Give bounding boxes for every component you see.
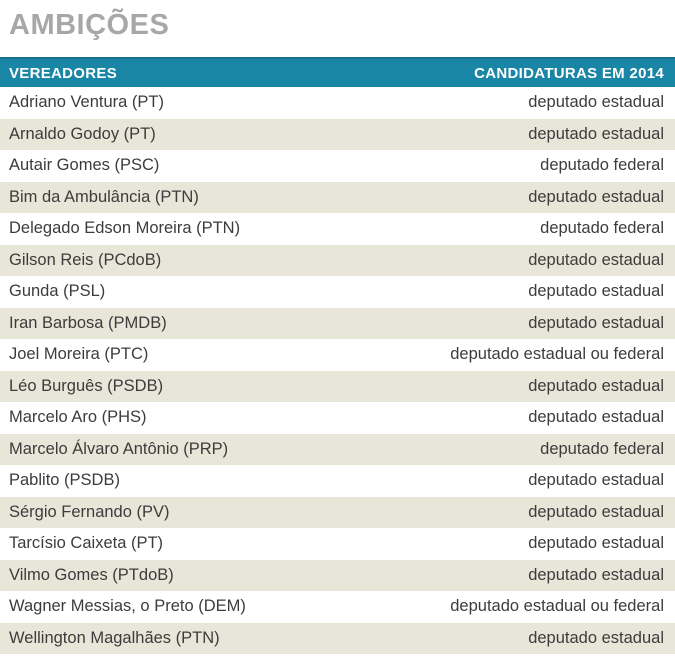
vereador-cell: Joel Moreira (PTC) (9, 345, 149, 364)
table-row: Delegado Edson Moreira (PTN) deputado fe… (0, 213, 675, 245)
table-row: Léo Burguês (PSDB) deputado estadual (0, 370, 675, 402)
vereador-cell: Wagner Messias, o Preto (DEM) (9, 597, 246, 616)
table-row: Pablito (PSDB) deputado estadual (0, 465, 675, 497)
table-row: Vilmo Gomes (PTdoB) deputado estadual (0, 559, 675, 591)
candidatura-cell: deputado estadual (528, 93, 664, 112)
vereador-cell: Wellington Magalhães (PTN) (9, 628, 220, 647)
candidatura-cell: deputado estadual (528, 502, 664, 521)
table-row: Gunda (PSL) deputado estadual (0, 276, 675, 308)
vereador-cell: Gunda (PSL) (9, 282, 106, 301)
table-row: Tarcísio Caixeta (PT) deputado estadual (0, 528, 675, 560)
table-row: Autair Gomes (PSC) deputado federal (0, 150, 675, 182)
candidatura-cell: deputado estadual (528, 471, 664, 490)
vereador-cell: Gilson Reis (PCdoB) (9, 250, 162, 269)
table-row: Sérgio Fernando (PV) deputado estadual (0, 496, 675, 528)
vereador-cell: Marcelo Álvaro Antônio (PRP) (9, 439, 229, 458)
table-row: Gilson Reis (PCdoB) deputado estadual (0, 244, 675, 276)
table-header-bar: VEREADORES CANDIDATURAS EM 2014 (0, 57, 675, 87)
candidatura-cell: deputado estadual (528, 124, 664, 143)
candidatura-cell: deputado estadual ou federal (450, 597, 664, 616)
vereador-cell: Marcelo Aro (PHS) (9, 408, 147, 427)
column-header-vereadores: VEREADORES (9, 64, 118, 82)
candidatura-cell: deputado estadual (528, 376, 664, 395)
table-row: Marcelo Álvaro Antônio (PRP) deputado fe… (0, 433, 675, 465)
table-row: Adriano Ventura (PT) deputado estadual (0, 87, 675, 119)
table-row: Wagner Messias, o Preto (DEM) deputado e… (0, 591, 675, 623)
vereador-cell: Bim da Ambulância (PTN) (9, 187, 199, 206)
vereador-cell: Vilmo Gomes (PTdoB) (9, 565, 174, 584)
vereador-cell: Léo Burguês (PSDB) (9, 376, 164, 395)
candidatura-cell: deputado estadual (528, 565, 664, 584)
vereador-cell: Delegado Edson Moreira (PTN) (9, 219, 241, 238)
vereador-cell: Iran Barbosa (PMDB) (9, 313, 167, 332)
table-row: Bim da Ambulância (PTN) deputado estadua… (0, 181, 675, 213)
candidatura-cell: deputado estadual (528, 628, 664, 647)
candidatura-cell: deputado estadual (528, 408, 664, 427)
table-body: Adriano Ventura (PT) deputado estadual A… (0, 87, 675, 654)
column-header-candidaturas: CANDIDATURAS EM 2014 (474, 64, 664, 82)
table-row: Iran Barbosa (PMDB) deputado estadual (0, 307, 675, 339)
table-row: Arnaldo Godoy (PT) deputado estadual (0, 118, 675, 150)
candidatura-cell: deputado estadual ou federal (450, 345, 664, 364)
candidatura-cell: deputado estadual (528, 187, 664, 206)
vereador-cell: Pablito (PSDB) (9, 471, 120, 490)
candidatura-cell: deputado federal (540, 439, 664, 458)
table-row: Wellington Magalhães (PTN) deputado esta… (0, 622, 675, 654)
candidatura-cell: deputado estadual (528, 250, 664, 269)
vereador-cell: Arnaldo Godoy (PT) (9, 124, 156, 143)
page-title: AMBIÇÕES (9, 9, 170, 41)
candidatura-cell: deputado estadual (528, 313, 664, 332)
vereador-cell: Autair Gomes (PSC) (9, 156, 160, 175)
candidatura-cell: deputado estadual (528, 534, 664, 553)
table-row: Joel Moreira (PTC) deputado estadual ou … (0, 339, 675, 371)
vereador-cell: Sérgio Fernando (PV) (9, 502, 170, 521)
candidatura-cell: deputado federal (540, 156, 664, 175)
table-row: Marcelo Aro (PHS) deputado estadual (0, 402, 675, 434)
candidatura-cell: deputado estadual (528, 282, 664, 301)
vereador-cell: Adriano Ventura (PT) (9, 93, 164, 112)
candidatura-cell: deputado federal (540, 219, 664, 238)
vereador-cell: Tarcísio Caixeta (PT) (9, 534, 164, 553)
